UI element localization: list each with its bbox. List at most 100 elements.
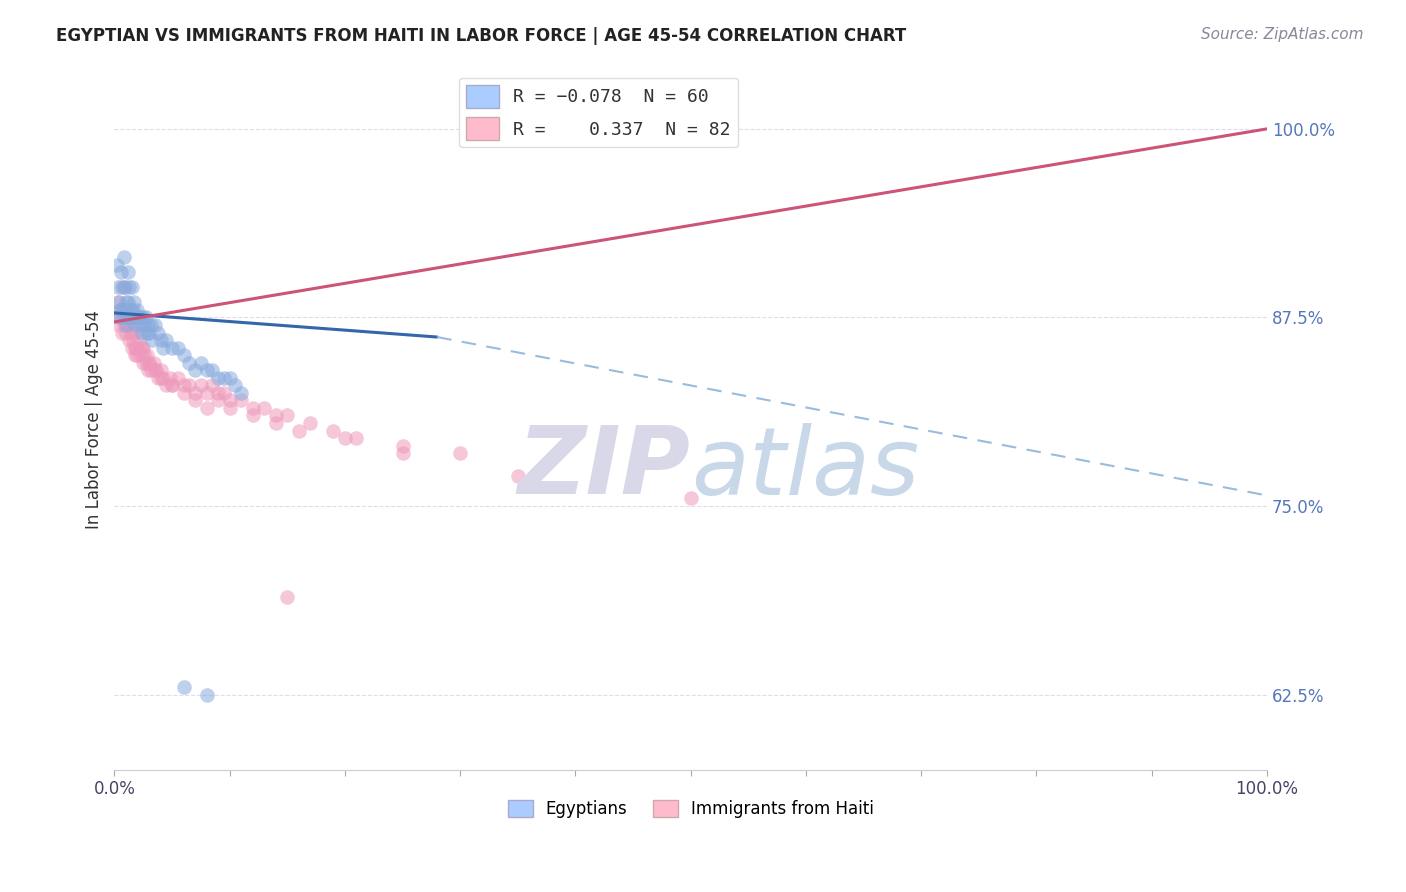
Point <box>143 363 166 377</box>
Point <box>173 348 195 362</box>
Point <box>108 302 131 317</box>
Point <box>145 363 167 377</box>
Point <box>253 401 276 415</box>
Point <box>132 356 155 370</box>
Point <box>135 326 157 340</box>
Point <box>122 295 145 310</box>
Point <box>121 302 143 317</box>
Point <box>136 318 159 332</box>
Text: atlas: atlas <box>690 423 920 514</box>
Point <box>136 363 159 377</box>
Legend: Egyptians, Immigrants from Haiti: Egyptians, Immigrants from Haiti <box>501 793 880 825</box>
Point <box>264 416 287 430</box>
Point <box>391 439 413 453</box>
Point <box>125 310 148 325</box>
Point <box>121 310 143 325</box>
Text: EGYPTIAN VS IMMIGRANTS FROM HAITI IN LABOR FORCE | AGE 45-54 CORRELATION CHART: EGYPTIAN VS IMMIGRANTS FROM HAITI IN LAB… <box>56 27 907 45</box>
Point <box>121 318 143 332</box>
Point <box>141 333 163 347</box>
Point <box>111 280 134 294</box>
Point <box>190 356 212 370</box>
Point <box>121 280 143 294</box>
Point <box>242 409 264 423</box>
Point <box>114 280 136 294</box>
Point <box>129 318 152 332</box>
Point <box>111 326 134 340</box>
Point <box>138 356 160 370</box>
Point <box>114 310 136 325</box>
Point <box>114 310 136 325</box>
Point <box>195 385 218 400</box>
Point <box>128 333 150 347</box>
Point <box>141 363 163 377</box>
Point <box>152 341 174 355</box>
Point <box>131 326 153 340</box>
Point <box>346 431 368 445</box>
Point <box>242 401 264 415</box>
Point <box>134 348 156 362</box>
Point <box>195 688 218 702</box>
Point <box>131 341 153 355</box>
Point <box>122 326 145 340</box>
Point <box>201 363 224 377</box>
Point <box>184 393 207 408</box>
Point <box>506 468 529 483</box>
Point <box>135 310 157 325</box>
Point <box>107 295 129 310</box>
Point <box>184 363 207 377</box>
Point <box>115 326 138 340</box>
Point <box>264 409 287 423</box>
Point <box>124 310 146 325</box>
Point <box>129 348 152 362</box>
Point <box>391 446 413 460</box>
Point <box>207 385 229 400</box>
Point <box>125 341 148 355</box>
Point <box>118 310 141 325</box>
Point <box>128 310 150 325</box>
Point <box>173 385 195 400</box>
Point <box>449 446 471 460</box>
Point <box>173 680 195 694</box>
Point <box>141 318 163 332</box>
Point <box>115 318 138 332</box>
Point <box>135 348 157 362</box>
Point <box>166 371 188 385</box>
Point <box>231 393 253 408</box>
Point <box>117 265 139 279</box>
Point <box>149 371 172 385</box>
Point <box>115 310 138 325</box>
Point <box>105 258 128 272</box>
Point <box>179 356 201 370</box>
Point <box>107 280 129 294</box>
Point <box>118 333 141 347</box>
Point <box>276 590 298 604</box>
Point <box>155 333 177 347</box>
Point <box>218 393 240 408</box>
Point <box>195 401 218 415</box>
Point <box>149 333 172 347</box>
Point <box>124 341 146 355</box>
Point <box>110 265 132 279</box>
Point <box>155 378 177 392</box>
Point <box>124 348 146 362</box>
Point <box>105 310 128 325</box>
Point <box>118 280 141 294</box>
Point <box>212 371 235 385</box>
Point <box>288 424 311 438</box>
Point <box>135 356 157 370</box>
Point <box>184 385 207 400</box>
Point <box>124 318 146 332</box>
Point <box>149 363 172 377</box>
Point <box>212 385 235 400</box>
Point <box>207 371 229 385</box>
Point <box>111 302 134 317</box>
Point <box>110 310 132 325</box>
Point <box>112 302 135 317</box>
Point <box>121 341 143 355</box>
Point <box>108 302 131 317</box>
Point <box>166 341 188 355</box>
Point <box>138 356 160 370</box>
Point <box>127 348 149 362</box>
Point <box>160 378 183 392</box>
Point <box>276 409 298 423</box>
